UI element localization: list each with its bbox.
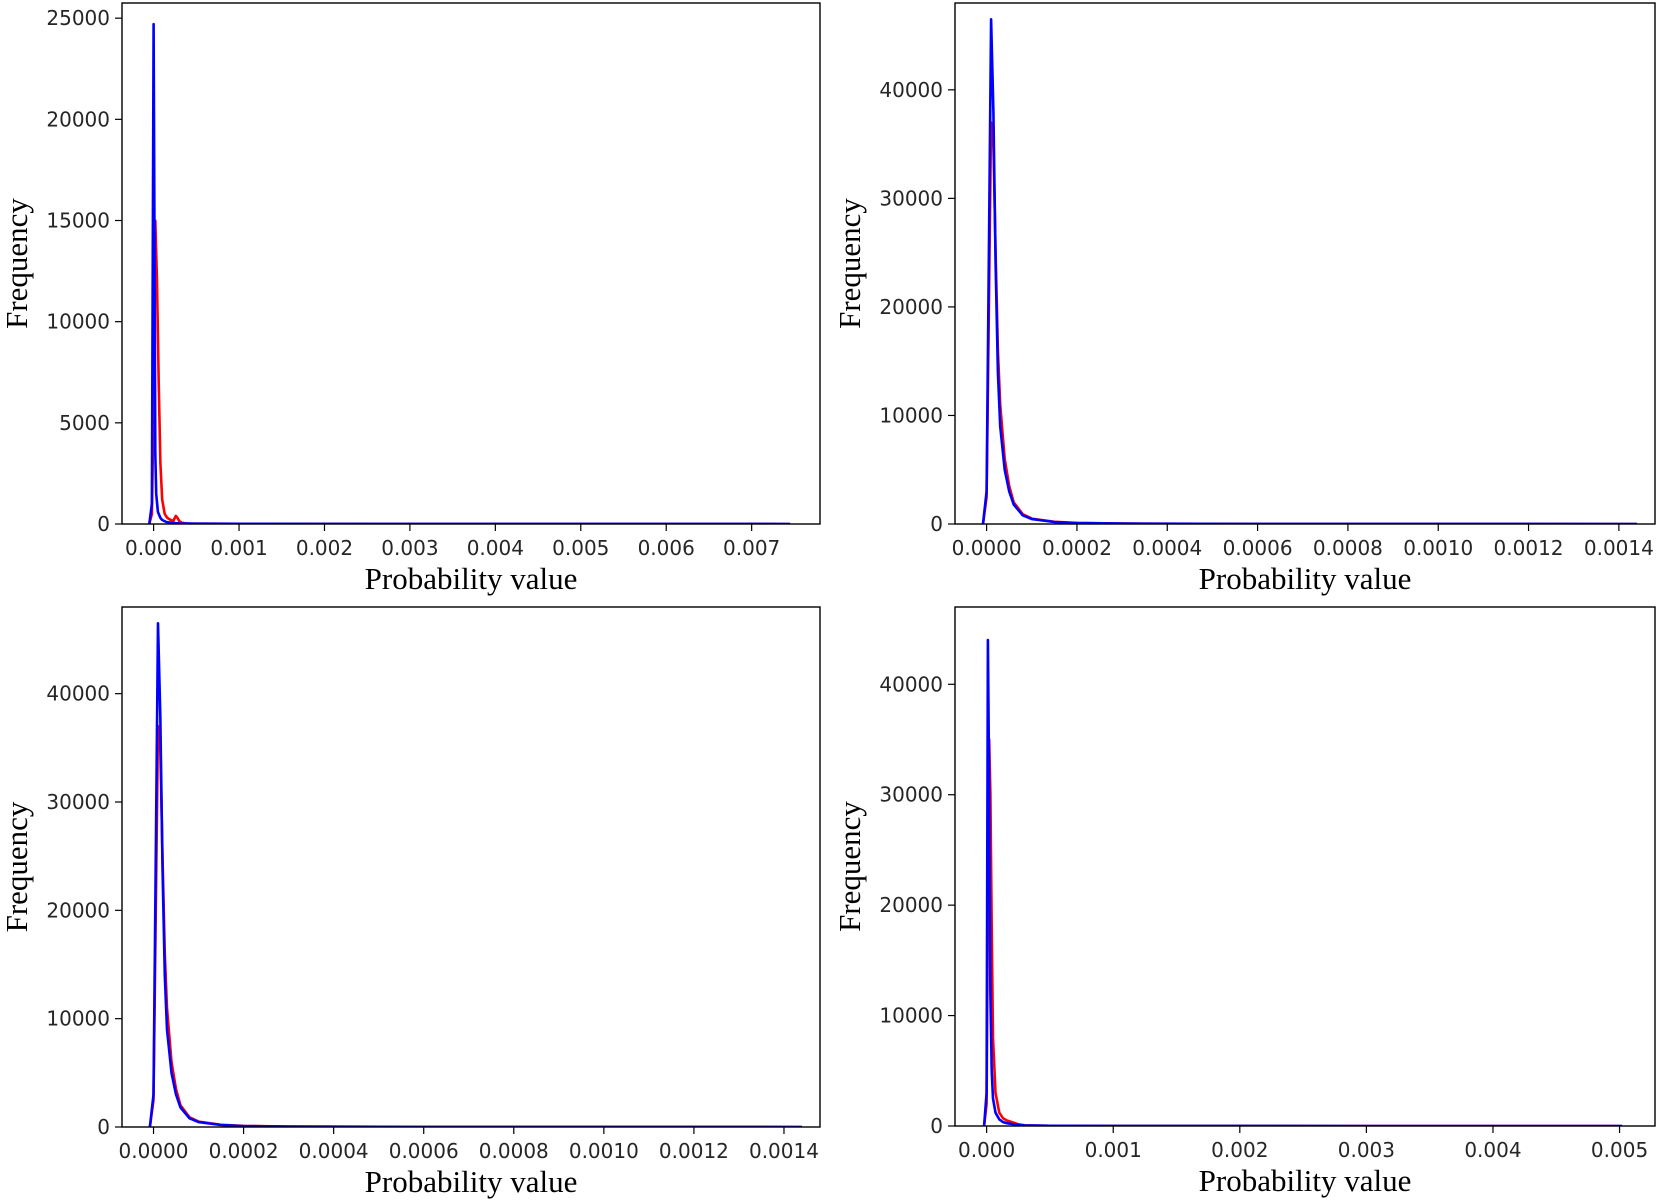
- series-line-red: [982, 738, 1623, 1126]
- y-axis-label: Frequency: [0, 198, 34, 329]
- series-line-red: [148, 724, 803, 1127]
- y-tick-label: 40000: [46, 682, 110, 706]
- y-tick-label: 40000: [879, 672, 943, 696]
- chart-panel-bottom-left: 0 10000 20000 30000 40000 0.0000 0.0002 0.0004 0…: [0, 606, 821, 1199]
- y-tick-label: 0: [930, 1114, 943, 1138]
- y-tick-label: 15000: [46, 209, 110, 233]
- x-tick-label: 0.005: [1591, 1138, 1648, 1162]
- x-tick-label: 0.002: [296, 536, 353, 560]
- y-tick-label: 10000: [879, 1004, 943, 1028]
- x-tick-label: 0.002: [1211, 1138, 1268, 1162]
- x-tick-label: 0.0000: [119, 1139, 189, 1163]
- y-tick-label: 0: [97, 512, 110, 536]
- x-tick-label: 0.0010: [569, 1139, 639, 1163]
- y-tick-label: 10000: [46, 310, 110, 334]
- y-tick-label: 20000: [879, 295, 943, 319]
- y-tick-label: 0: [930, 512, 943, 536]
- x-tick-label: 0.005: [552, 536, 609, 560]
- y-axis-label: Frequency: [832, 198, 867, 329]
- x-tick-label: 0.0000: [952, 536, 1022, 560]
- series-line-blue: [981, 17, 1637, 524]
- series-line-blue: [982, 638, 1623, 1126]
- x-tick-label: 0.001: [210, 536, 267, 560]
- y-tick-label: 40000: [879, 78, 943, 102]
- series-line-blue: [148, 22, 791, 524]
- chart-panel-top-left: 0 5000 10000 15000 20000 25000 0.000 0.001 0.002…: [0, 2, 821, 596]
- y-axis-label: Frequency: [0, 801, 34, 932]
- axes-frame: [121, 2, 821, 525]
- x-tick-label: 0.000: [125, 536, 182, 560]
- x-tick-label: 0.0008: [479, 1139, 549, 1163]
- x-tick-label: 0.004: [467, 536, 524, 560]
- x-tick-label: 0.0010: [1403, 536, 1473, 560]
- y-tick-label: 10000: [46, 1007, 110, 1031]
- x-tick-label: 0.000: [958, 1138, 1015, 1162]
- y-tick-label: 5000: [59, 411, 110, 435]
- axes-frame: [954, 606, 1656, 1127]
- y-tick-label: 30000: [879, 783, 943, 807]
- x-tick-label: 0.006: [638, 536, 695, 560]
- series-line-red: [981, 121, 1637, 524]
- x-axis-label: Probability value: [1199, 561, 1412, 596]
- x-tick-label: 0.0008: [1313, 536, 1383, 560]
- y-tick-label: 0: [97, 1115, 110, 1139]
- y-tick-label: 30000: [46, 790, 110, 814]
- x-tick-label: 0.007: [723, 536, 780, 560]
- x-tick-label: 0.0012: [659, 1139, 729, 1163]
- chart-panel-top-right: 0 10000 20000 30000 40000 0.0000 0.0002 0.0004 0…: [832, 2, 1656, 596]
- chart-panel-bottom-right: 0 10000 20000 30000 40000 0.000 0.001 0.002 0.00…: [832, 606, 1656, 1198]
- y-tick-label: 20000: [46, 898, 110, 922]
- axes-frame: [954, 2, 1656, 525]
- y-tick-label: 20000: [879, 893, 943, 917]
- x-tick-label: 0.003: [1338, 1138, 1395, 1162]
- x-tick-label: 0.0012: [1494, 536, 1564, 560]
- x-axis-label: Probability value: [365, 1164, 578, 1199]
- x-tick-label: 0.0006: [389, 1139, 459, 1163]
- x-tick-label: 0.004: [1464, 1138, 1521, 1162]
- x-tick-label: 0.001: [1085, 1138, 1142, 1162]
- y-tick-label: 30000: [879, 186, 943, 210]
- y-tick-label: 10000: [879, 403, 943, 427]
- x-axis-label: Probability value: [365, 561, 578, 596]
- x-axis-label: Probability value: [1199, 1163, 1412, 1198]
- y-tick-label: 25000: [46, 6, 110, 30]
- x-tick-label: 0.0006: [1223, 536, 1293, 560]
- x-tick-label: 0.0004: [1132, 536, 1202, 560]
- x-tick-label: 0.003: [381, 536, 438, 560]
- axes-frame: [121, 606, 821, 1128]
- y-tick-label: 20000: [46, 107, 110, 131]
- x-tick-label: 0.0002: [1042, 536, 1112, 560]
- series-line-red: [148, 219, 791, 524]
- y-axis-label: Frequency: [832, 801, 867, 932]
- x-tick-label: 0.0004: [299, 1139, 369, 1163]
- x-tick-label: 0.0014: [749, 1139, 819, 1163]
- x-tick-label: 0.0002: [209, 1139, 279, 1163]
- series-line-blue: [148, 621, 803, 1127]
- x-tick-label: 0.0014: [1584, 536, 1654, 560]
